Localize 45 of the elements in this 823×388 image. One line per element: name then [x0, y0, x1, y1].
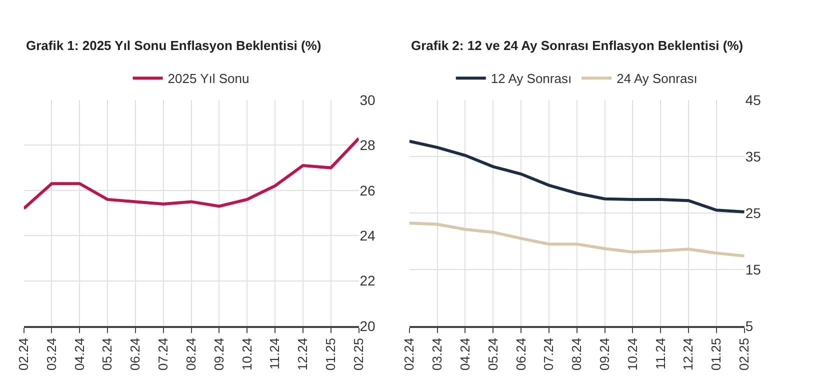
x-tick-label: 10.24	[624, 338, 640, 370]
line-series	[24, 136, 359, 210]
x-tick-label: 12.24	[295, 338, 310, 370]
x-tick-label: 11.24	[267, 338, 282, 370]
y-tick-label: 22	[360, 272, 376, 289]
y-tick-label: 5	[745, 318, 754, 334]
line-series	[409, 222, 744, 258]
y-tick-label: 30	[360, 92, 376, 108]
x-tick-label: 02.25	[350, 338, 366, 370]
y-tick-label: 35	[745, 148, 762, 164]
x-tick-label: 08.24	[184, 338, 199, 370]
x-tick-label: 09.24	[211, 338, 226, 370]
chart-title: Grafik 2: 12 ve 24 Ay Sonrası Enflasyon Beklentisi (%)	[411, 38, 744, 53]
x-tick-label: 04.24	[72, 338, 87, 370]
x-tick-label: 05.24	[485, 338, 500, 370]
x-tick-label: 03.24	[430, 338, 445, 370]
legend-label: 2025 Yıl Sonu	[168, 71, 250, 86]
line-series	[409, 140, 744, 214]
x-tick-label: 08.24	[569, 338, 584, 370]
x-tick-label: 07.24	[156, 338, 171, 370]
chart-title: Grafik 1: 2025 Yıl Sonu Enflasyon Beklentisi (%)	[26, 38, 322, 53]
y-tick-label: 28	[360, 137, 376, 154]
x-tick-label: 06.24	[513, 338, 528, 370]
legend-label: 24 Ay Sonrası	[616, 71, 698, 86]
x-tick-label: 02.25	[736, 338, 752, 370]
x-tick-label: 04.24	[457, 338, 472, 370]
legend-label: 12 Ay Sonrası	[490, 71, 572, 86]
x-tick-label: 11.24	[652, 338, 668, 370]
y-tick-label: 20	[360, 318, 376, 334]
y-tick-label: 45	[745, 92, 762, 108]
x-tick-label: 03.24	[44, 338, 59, 370]
y-tick-label: 24	[360, 228, 376, 244]
y-tick-label: 25	[745, 204, 762, 221]
x-tick-label: 09.24	[597, 338, 612, 370]
x-tick-label: 06.24	[128, 338, 143, 370]
x-tick-label: 02.24	[16, 338, 32, 370]
x-tick-label: 12.24	[680, 338, 696, 370]
x-tick-label: 01.25	[708, 338, 724, 370]
y-tick-label: 15	[745, 261, 762, 278]
x-tick-label: 02.24	[402, 338, 417, 370]
x-tick-label: 01.25	[323, 338, 338, 370]
x-tick-label: 07.24	[541, 338, 556, 370]
x-tick-label: 10.24	[239, 338, 254, 370]
y-tick-label: 26	[360, 182, 376, 198]
x-tick-label: 05.24	[100, 338, 115, 370]
